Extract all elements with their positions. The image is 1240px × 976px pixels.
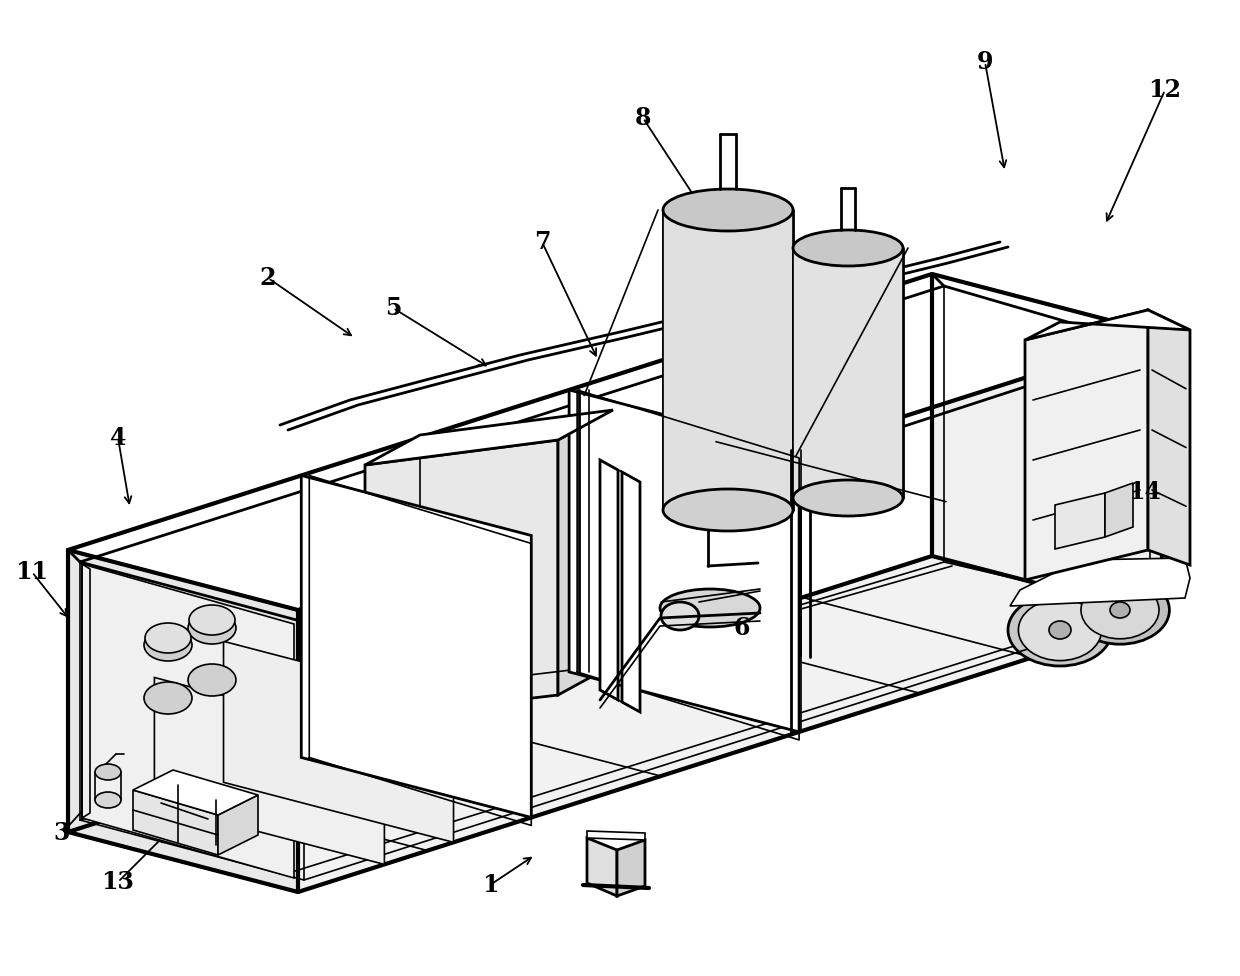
Ellipse shape bbox=[95, 764, 122, 780]
Ellipse shape bbox=[794, 480, 903, 516]
Polygon shape bbox=[68, 274, 1162, 610]
Polygon shape bbox=[133, 770, 258, 815]
Text: 3: 3 bbox=[53, 821, 71, 845]
Polygon shape bbox=[1055, 493, 1105, 549]
Polygon shape bbox=[68, 556, 1162, 892]
Ellipse shape bbox=[794, 230, 903, 266]
Ellipse shape bbox=[95, 792, 122, 808]
Text: 13: 13 bbox=[102, 870, 134, 894]
Ellipse shape bbox=[1110, 602, 1130, 618]
Ellipse shape bbox=[1018, 599, 1101, 661]
Polygon shape bbox=[82, 564, 294, 878]
Polygon shape bbox=[301, 475, 531, 818]
Text: 7: 7 bbox=[533, 230, 551, 254]
Polygon shape bbox=[155, 677, 384, 865]
Polygon shape bbox=[558, 410, 613, 695]
Polygon shape bbox=[794, 248, 903, 498]
Text: 8: 8 bbox=[635, 106, 651, 130]
Polygon shape bbox=[932, 274, 1162, 616]
Ellipse shape bbox=[1049, 621, 1071, 639]
Polygon shape bbox=[600, 460, 618, 700]
Text: 11: 11 bbox=[15, 560, 48, 584]
Ellipse shape bbox=[188, 664, 236, 696]
Polygon shape bbox=[365, 440, 558, 718]
Ellipse shape bbox=[1070, 576, 1169, 644]
Polygon shape bbox=[1011, 558, 1190, 606]
Ellipse shape bbox=[144, 629, 192, 661]
Polygon shape bbox=[1025, 310, 1148, 580]
Polygon shape bbox=[587, 831, 645, 840]
Polygon shape bbox=[569, 390, 799, 732]
Ellipse shape bbox=[144, 682, 192, 714]
Polygon shape bbox=[587, 838, 618, 896]
Text: 1: 1 bbox=[482, 873, 498, 897]
Ellipse shape bbox=[1008, 594, 1112, 666]
Text: 5: 5 bbox=[384, 296, 402, 320]
Polygon shape bbox=[618, 840, 645, 896]
Polygon shape bbox=[1148, 310, 1190, 565]
Polygon shape bbox=[622, 472, 640, 712]
Polygon shape bbox=[365, 410, 613, 465]
Polygon shape bbox=[1025, 310, 1190, 340]
Text: 2: 2 bbox=[259, 266, 277, 290]
Ellipse shape bbox=[660, 589, 760, 627]
Polygon shape bbox=[663, 210, 794, 510]
Ellipse shape bbox=[188, 612, 236, 644]
Polygon shape bbox=[68, 550, 298, 892]
Ellipse shape bbox=[188, 605, 236, 635]
Text: 12: 12 bbox=[1148, 78, 1182, 102]
Text: 14: 14 bbox=[1128, 480, 1162, 504]
Ellipse shape bbox=[663, 189, 794, 231]
Polygon shape bbox=[1105, 483, 1133, 537]
Ellipse shape bbox=[1081, 581, 1159, 639]
Ellipse shape bbox=[145, 623, 191, 653]
Polygon shape bbox=[133, 790, 218, 855]
Polygon shape bbox=[218, 795, 258, 855]
Ellipse shape bbox=[661, 602, 699, 630]
Text: 6: 6 bbox=[734, 616, 750, 640]
Text: 9: 9 bbox=[977, 50, 993, 74]
Ellipse shape bbox=[663, 489, 794, 531]
Polygon shape bbox=[223, 641, 454, 842]
Text: 4: 4 bbox=[110, 426, 126, 450]
